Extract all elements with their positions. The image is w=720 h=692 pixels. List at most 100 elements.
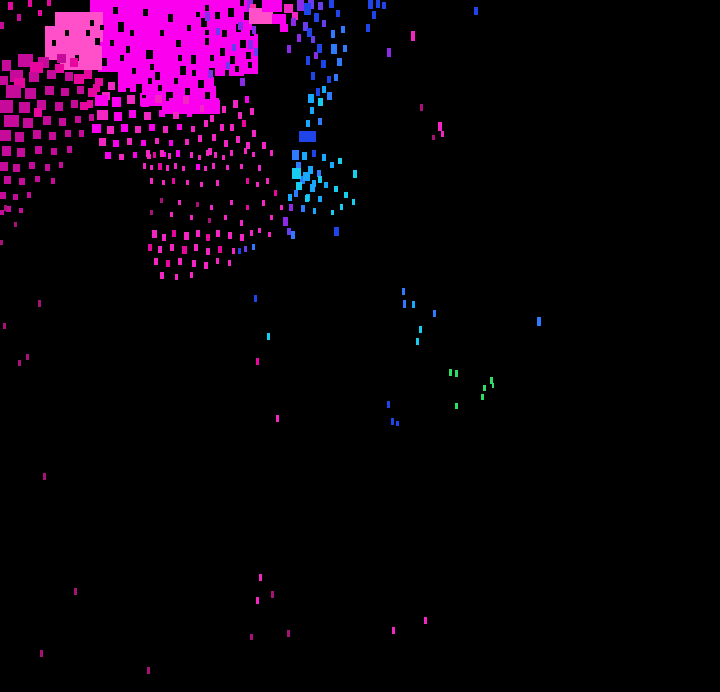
event-block	[6, 206, 11, 212]
event-block	[155, 95, 162, 103]
event-block	[216, 258, 219, 264]
event-block	[0, 76, 8, 85]
event-block	[318, 176, 322, 183]
event-block	[308, 94, 314, 103]
event-block	[240, 0, 244, 6]
event-block	[166, 92, 173, 101]
event-block	[177, 124, 182, 130]
event-block	[38, 10, 42, 16]
event-block	[67, 146, 72, 153]
event-block	[127, 95, 135, 104]
event-block	[0, 22, 4, 29]
event-block	[163, 126, 168, 133]
event-block	[155, 72, 160, 80]
event-block	[205, 30, 209, 35]
event-block	[258, 165, 261, 171]
event-block	[288, 194, 292, 201]
event-block	[4, 115, 19, 127]
event-block	[133, 152, 137, 158]
event-block	[2, 146, 11, 156]
event-block	[51, 148, 57, 155]
event-block	[127, 138, 132, 145]
event-block	[14, 222, 17, 227]
event-block	[222, 155, 225, 160]
event-block	[191, 55, 196, 64]
event-block	[150, 64, 154, 70]
event-block	[45, 164, 50, 171]
event-block	[205, 5, 209, 11]
event-block	[206, 150, 209, 156]
event-block	[321, 60, 326, 68]
event-block	[176, 40, 181, 47]
event-block	[267, 333, 270, 340]
event-block	[205, 12, 210, 21]
event-block	[292, 150, 299, 160]
event-block	[148, 244, 152, 251]
event-block	[186, 180, 189, 185]
event-block	[331, 30, 335, 38]
event-block	[108, 82, 115, 90]
event-block	[206, 234, 210, 241]
event-block	[129, 110, 136, 118]
event-block	[419, 326, 422, 333]
event-block	[336, 10, 340, 17]
event-block	[292, 168, 301, 179]
event-block	[474, 7, 478, 15]
event-block	[35, 176, 40, 182]
event-block	[107, 126, 114, 134]
event-block	[18, 360, 21, 366]
event-block	[232, 44, 236, 51]
event-block	[238, 112, 242, 119]
event-block	[216, 28, 220, 35]
event-block	[433, 310, 436, 317]
event-block	[146, 150, 150, 157]
event-block	[235, 66, 239, 72]
event-block	[77, 86, 84, 94]
event-block	[0, 192, 6, 199]
event-block	[204, 166, 207, 171]
event-block	[191, 126, 195, 132]
event-block	[87, 100, 93, 108]
event-block	[121, 124, 128, 132]
event-block	[162, 234, 166, 241]
event-block	[90, 20, 94, 26]
event-block	[262, 0, 282, 12]
event-block	[392, 627, 395, 634]
event-block	[190, 152, 193, 158]
event-block	[313, 208, 316, 214]
event-block	[368, 0, 373, 9]
event-block	[19, 102, 30, 113]
event-block	[240, 78, 245, 86]
event-block	[387, 48, 391, 57]
event-block	[312, 180, 316, 187]
event-block	[118, 22, 124, 32]
event-block	[224, 215, 227, 220]
event-block	[228, 260, 231, 266]
event-block	[166, 165, 169, 171]
event-block	[246, 178, 249, 184]
event-block	[112, 97, 121, 107]
event-block	[8, 2, 13, 10]
event-block	[119, 154, 124, 160]
event-block	[43, 473, 46, 480]
event-block	[0, 100, 13, 113]
event-block	[185, 139, 189, 145]
event-block	[292, 12, 298, 20]
event-block	[228, 232, 232, 239]
event-block	[141, 98, 149, 107]
event-block	[316, 88, 320, 96]
event-block	[113, 7, 118, 14]
event-block	[17, 148, 25, 157]
event-block	[271, 591, 274, 598]
event-block	[159, 110, 165, 117]
event-block	[198, 155, 201, 160]
event-block	[296, 162, 301, 170]
event-block	[481, 394, 484, 400]
event-block	[172, 178, 175, 184]
event-block	[244, 246, 247, 252]
event-block	[187, 110, 192, 117]
event-block	[396, 421, 399, 426]
event-block	[135, 126, 141, 133]
event-block	[212, 134, 216, 141]
event-block	[322, 20, 326, 27]
